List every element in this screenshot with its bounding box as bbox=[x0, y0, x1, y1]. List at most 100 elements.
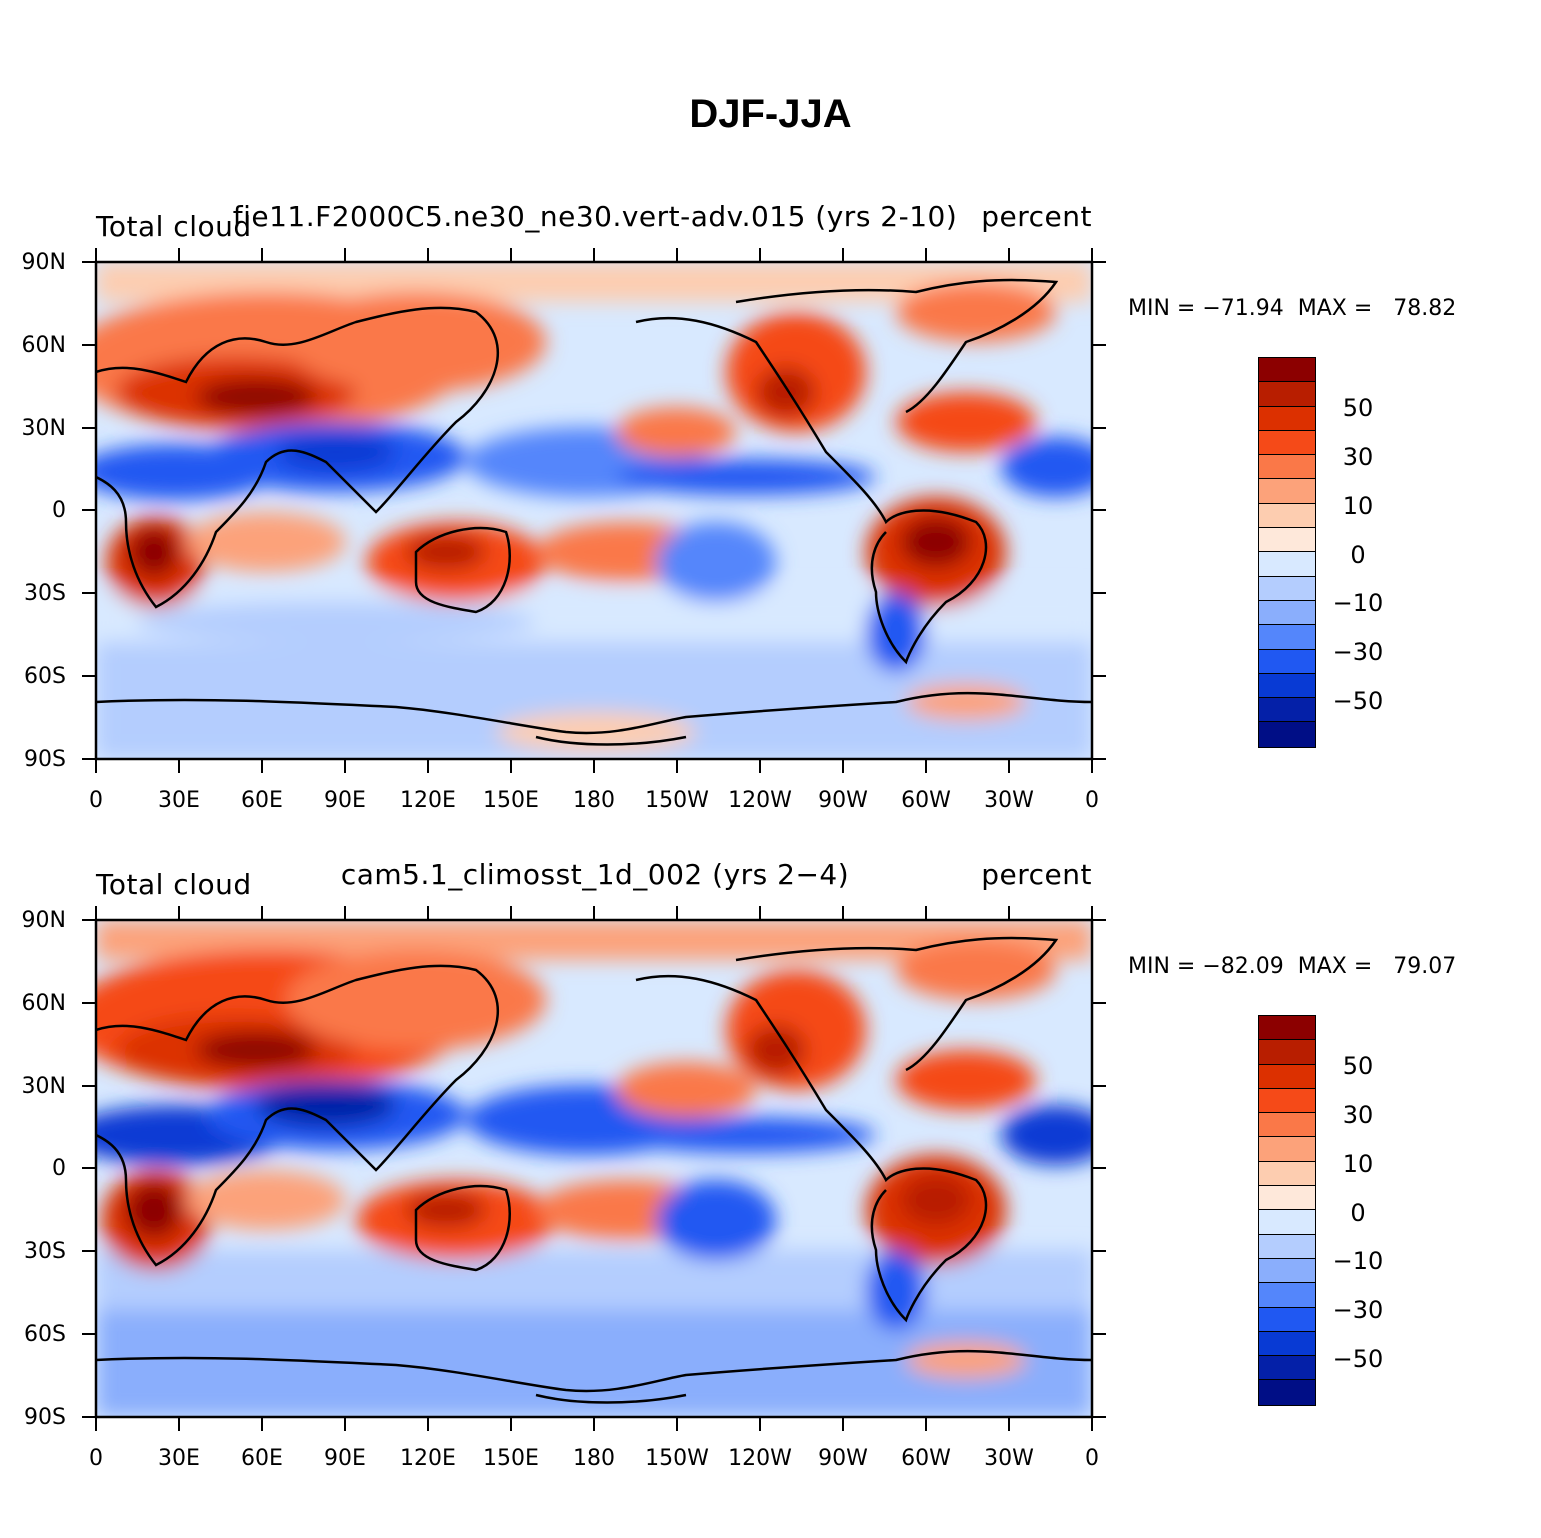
colorbar-segment bbox=[1259, 1016, 1315, 1041]
x-tick-label: 30W bbox=[984, 788, 1034, 813]
colorbar-segment bbox=[1259, 503, 1315, 529]
colorbar-label: 0 bbox=[1350, 541, 1366, 569]
colorbar-segment bbox=[1259, 1040, 1315, 1065]
y-tick-label: 90S bbox=[24, 747, 66, 772]
y-tick-label: 30S bbox=[24, 1239, 66, 1264]
x-tick-label: 120E bbox=[400, 1446, 456, 1471]
y-tick-label: 60S bbox=[24, 1322, 66, 1347]
panel-units-label: percent bbox=[981, 858, 1092, 891]
colorbar-segment bbox=[1259, 430, 1315, 456]
colorbar-segment bbox=[1259, 1137, 1315, 1162]
colorbar-segment bbox=[1259, 1258, 1315, 1284]
colorbar-segment bbox=[1259, 600, 1315, 626]
colorbar-segment bbox=[1259, 625, 1315, 650]
colorbar-label: 10 bbox=[1342, 1150, 1374, 1178]
cloud-difference-field bbox=[96, 262, 1092, 759]
x-tick-label: 150W bbox=[645, 788, 709, 813]
colorbar-segment bbox=[1259, 552, 1315, 577]
colorbar-segment bbox=[1259, 406, 1315, 431]
x-tick-label: 0 bbox=[1085, 1446, 1099, 1471]
colorbar-label: 30 bbox=[1342, 443, 1374, 471]
y-tick-label: 60N bbox=[21, 991, 66, 1016]
y-tick-label: 60N bbox=[21, 333, 66, 358]
panel-units-label: percent bbox=[981, 200, 1092, 233]
x-tick-label: 0 bbox=[89, 1446, 103, 1471]
colorbar-label: −30 bbox=[1332, 1296, 1384, 1324]
colorbar-label: 50 bbox=[1342, 394, 1374, 422]
contour-map bbox=[96, 262, 1092, 759]
contour-map bbox=[96, 920, 1092, 1417]
x-tick-label: 90E bbox=[324, 1446, 366, 1471]
y-tick-label: 90N bbox=[21, 250, 66, 275]
x-tick-label: 90W bbox=[818, 1446, 868, 1471]
colorbar-segment bbox=[1259, 1064, 1315, 1089]
y-tick-label: 90N bbox=[21, 908, 66, 933]
colorbar-label: −50 bbox=[1332, 687, 1384, 715]
colorbar-segments bbox=[1259, 358, 1315, 747]
min-max-readout: MIN = −71.94 MAX = 78.82 bbox=[1128, 296, 1457, 321]
x-tick-label: 120E bbox=[400, 788, 456, 813]
colorbar-segment bbox=[1259, 1161, 1315, 1187]
x-tick-label: 60W bbox=[901, 788, 951, 813]
colorbar bbox=[1258, 357, 1316, 748]
y-tick-label: 30S bbox=[24, 581, 66, 606]
x-tick-label: 150E bbox=[483, 788, 539, 813]
map-panel-1: Total cloud fie11.F2000C5.ne30_ne30.vert… bbox=[0, 0, 1541, 813]
x-tick-label: 120W bbox=[728, 788, 792, 813]
colorbar-segment bbox=[1259, 382, 1315, 407]
panel-left-label: Total cloud bbox=[96, 210, 252, 243]
colorbar-segment bbox=[1259, 1113, 1315, 1138]
map-panel-2: Total cloud cam5.1_climosst_1d_002 (yrs … bbox=[0, 658, 1541, 1471]
figure-title: DJF-JJA bbox=[689, 92, 852, 136]
colorbar-segment bbox=[1259, 479, 1315, 504]
colorbar-segment bbox=[1259, 1234, 1315, 1259]
x-tick-label: 60E bbox=[241, 788, 283, 813]
colorbar bbox=[1258, 1015, 1316, 1406]
colorbar-segment bbox=[1259, 649, 1315, 674]
colorbar-segment bbox=[1259, 698, 1315, 723]
map-axes bbox=[82, 906, 1106, 1431]
y-tick-label: 0 bbox=[52, 498, 66, 523]
y-tick-label: 30N bbox=[21, 416, 66, 441]
colorbar-segment bbox=[1259, 576, 1315, 601]
colorbar-segment bbox=[1259, 1331, 1315, 1357]
colorbar-segment bbox=[1259, 1210, 1315, 1235]
x-tick-label: 180 bbox=[573, 1446, 615, 1471]
x-tick-label: 180 bbox=[573, 788, 615, 813]
colorbar-segment bbox=[1259, 455, 1315, 480]
panel-left-label: Total cloud bbox=[96, 868, 252, 901]
y-tick-label: 0 bbox=[52, 1156, 66, 1181]
x-tick-label: 30E bbox=[158, 1446, 200, 1471]
coastlines bbox=[96, 936, 1092, 1404]
x-tick-label: 30E bbox=[158, 788, 200, 813]
x-tick-label: 60E bbox=[241, 1446, 283, 1471]
map-axes bbox=[82, 248, 1106, 773]
colorbar-label: 10 bbox=[1342, 492, 1374, 520]
panel-case-label: cam5.1_climosst_1d_002 (yrs 2−4) bbox=[340, 858, 850, 891]
colorbar-segment bbox=[1259, 722, 1315, 747]
x-tick-label: 150W bbox=[645, 1446, 709, 1471]
colorbar-label: 0 bbox=[1350, 1199, 1366, 1227]
colorbar-segment bbox=[1259, 1307, 1315, 1332]
colorbar-label: 50 bbox=[1342, 1052, 1374, 1080]
colorbar-segment bbox=[1259, 673, 1315, 699]
x-tick-label: 60W bbox=[901, 1446, 951, 1471]
colorbar-segment bbox=[1259, 1380, 1315, 1405]
colorbar-segment bbox=[1259, 358, 1315, 383]
y-tick-label: 90S bbox=[24, 1405, 66, 1430]
colorbar-segment bbox=[1259, 1283, 1315, 1308]
colorbar-segment bbox=[1259, 1356, 1315, 1381]
coastlines bbox=[96, 278, 1092, 746]
colorbar-segment bbox=[1259, 1088, 1315, 1114]
x-tick-label: 90W bbox=[818, 788, 868, 813]
x-tick-label: 120W bbox=[728, 1446, 792, 1471]
y-tick-label: 60S bbox=[24, 664, 66, 689]
x-tick-label: 30W bbox=[984, 1446, 1034, 1471]
x-tick-label: 0 bbox=[89, 788, 103, 813]
x-tick-label: 90E bbox=[324, 788, 366, 813]
colorbar-segment bbox=[1259, 1186, 1315, 1211]
colorbar-segments bbox=[1259, 1016, 1315, 1405]
y-tick-label: 30N bbox=[21, 1074, 66, 1099]
colorbar-label: 30 bbox=[1342, 1101, 1374, 1129]
panel-case-label: fie11.F2000C5.ne30_ne30.vert-adv.015 (yr… bbox=[232, 200, 958, 233]
